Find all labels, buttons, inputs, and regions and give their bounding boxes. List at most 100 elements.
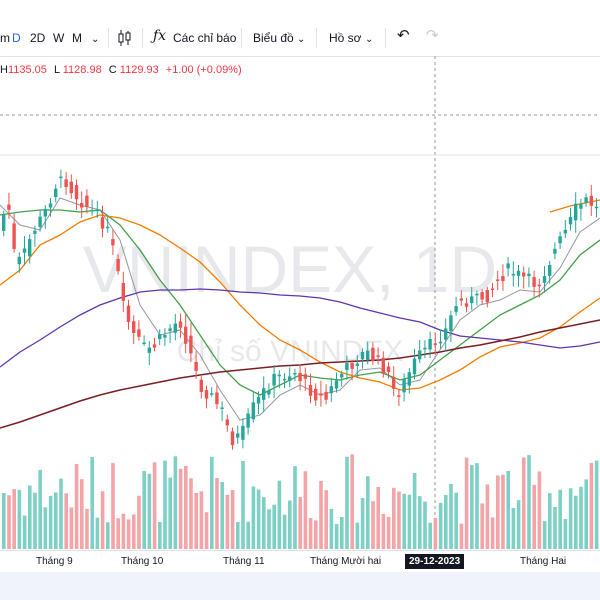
candle-body bbox=[501, 276, 505, 282]
volume-bar bbox=[38, 469, 42, 549]
volume-bar bbox=[215, 477, 219, 549]
volume-bar bbox=[537, 471, 542, 549]
candle-body bbox=[568, 216, 573, 225]
candle-body bbox=[584, 197, 588, 203]
candle-body bbox=[22, 248, 27, 253]
interval-1w[interactable]: W bbox=[53, 31, 65, 45]
candle-body bbox=[256, 396, 261, 404]
candle-body bbox=[293, 372, 297, 375]
candle-body bbox=[199, 379, 203, 392]
volume-bar bbox=[236, 522, 240, 549]
volume-bar bbox=[293, 466, 297, 549]
interval-2d[interactable]: 2D bbox=[30, 31, 46, 45]
profile-button[interactable]: Hồ sơ bbox=[329, 31, 362, 45]
volume-bar bbox=[111, 463, 115, 549]
volume-bar bbox=[204, 512, 209, 549]
candle-body bbox=[236, 433, 240, 438]
candle-body bbox=[542, 276, 547, 283]
volume-bar bbox=[106, 522, 110, 549]
candle-body bbox=[225, 419, 229, 426]
candle-body bbox=[449, 315, 453, 332]
volume-bar bbox=[558, 489, 562, 549]
candle-body bbox=[184, 326, 188, 344]
volume-bar bbox=[340, 517, 344, 549]
fx-icon[interactable]: ƒx bbox=[153, 28, 167, 44]
candle-body bbox=[106, 226, 110, 229]
candle-body bbox=[392, 377, 396, 389]
candle-body bbox=[371, 347, 375, 361]
candle-body bbox=[407, 372, 411, 386]
redo-icon[interactable]: ↷ bbox=[426, 27, 439, 44]
volume-bar bbox=[418, 496, 422, 549]
volume-bar bbox=[475, 463, 479, 549]
candle-body bbox=[137, 329, 141, 337]
interval-minute[interactable]: m bbox=[0, 31, 10, 45]
volume-bar bbox=[532, 484, 536, 549]
candle-body bbox=[464, 303, 469, 307]
volume-bar bbox=[449, 483, 453, 549]
volume-bar bbox=[33, 492, 37, 549]
toolbar-divider bbox=[108, 28, 109, 48]
chart-toolbar: m D 2D W M ⌄ ƒx Các chỉ báo Biểu đồ ⌄ Hồ… bbox=[0, 0, 600, 57]
undo-icon[interactable]: ↶ bbox=[397, 27, 410, 44]
candle-body bbox=[334, 380, 339, 389]
watermark-subtitle: Chỉ số VNINDEX bbox=[177, 335, 404, 368]
volume-bar bbox=[428, 522, 432, 549]
volume-bar bbox=[43, 507, 48, 549]
volume-bar bbox=[324, 490, 328, 549]
volume-bar bbox=[288, 500, 292, 549]
chevron-down-icon[interactable]: ⌄ bbox=[297, 34, 306, 45]
volume-bar bbox=[262, 497, 266, 549]
candle-body bbox=[69, 181, 73, 194]
candle-body bbox=[12, 223, 16, 249]
candle-body bbox=[579, 203, 583, 209]
volume-bar bbox=[329, 508, 334, 549]
candle-body bbox=[418, 350, 422, 360]
candles-icon[interactable] bbox=[117, 29, 133, 47]
candle-body bbox=[594, 206, 599, 209]
candle-body bbox=[303, 374, 307, 379]
volume-bar bbox=[407, 494, 412, 549]
ohlc-legend: H1135.05 L 1128.98 C 1129.93 +1.00 (+0.0… bbox=[0, 64, 242, 76]
candle-body bbox=[80, 202, 84, 208]
volume-bar bbox=[7, 495, 11, 549]
volume-bar bbox=[579, 486, 583, 549]
candle-body bbox=[345, 363, 349, 371]
volume-bar bbox=[376, 487, 380, 549]
indicators-button[interactable]: Các chỉ báo bbox=[173, 31, 237, 45]
volume-bar bbox=[241, 460, 245, 549]
chevron-down-icon[interactable]: ⌄ bbox=[365, 34, 374, 45]
volume-bar bbox=[459, 523, 464, 549]
price-chart[interactable]: VNINDEX, 1D Chỉ số VNINDEX bbox=[0, 56, 600, 550]
chart-type-button[interactable]: Biểu đồ bbox=[253, 31, 294, 45]
candle-body bbox=[438, 341, 443, 344]
candle-body bbox=[324, 391, 328, 400]
candle-body bbox=[17, 256, 21, 265]
candle-body bbox=[548, 265, 552, 276]
candle-body bbox=[308, 385, 313, 396]
interval-1m[interactable]: M bbox=[72, 31, 82, 45]
candle-body bbox=[173, 323, 177, 333]
candle-body bbox=[314, 388, 318, 401]
candle-body bbox=[204, 390, 209, 399]
volume-bar bbox=[480, 503, 484, 549]
candle-body bbox=[350, 362, 354, 369]
chevron-down-icon[interactable]: ⌄ bbox=[91, 34, 100, 45]
volume-bar bbox=[251, 486, 256, 549]
volume-bar bbox=[584, 479, 588, 549]
toolbar-divider bbox=[241, 28, 242, 48]
candle-body bbox=[340, 373, 344, 378]
candle-body bbox=[43, 208, 47, 217]
candle-body bbox=[516, 270, 521, 276]
volume-bar bbox=[168, 477, 172, 549]
volume-bar bbox=[522, 457, 526, 549]
volume-bar bbox=[589, 462, 594, 549]
ma-line-purple bbox=[0, 288, 600, 368]
candle-body bbox=[470, 296, 474, 304]
toolbar-divider bbox=[316, 28, 317, 48]
volume-bars bbox=[2, 454, 599, 549]
volume-bar bbox=[350, 454, 354, 549]
interval-1d[interactable]: D bbox=[12, 31, 21, 45]
volume-bar bbox=[511, 507, 516, 549]
volume-bar bbox=[2, 492, 6, 549]
